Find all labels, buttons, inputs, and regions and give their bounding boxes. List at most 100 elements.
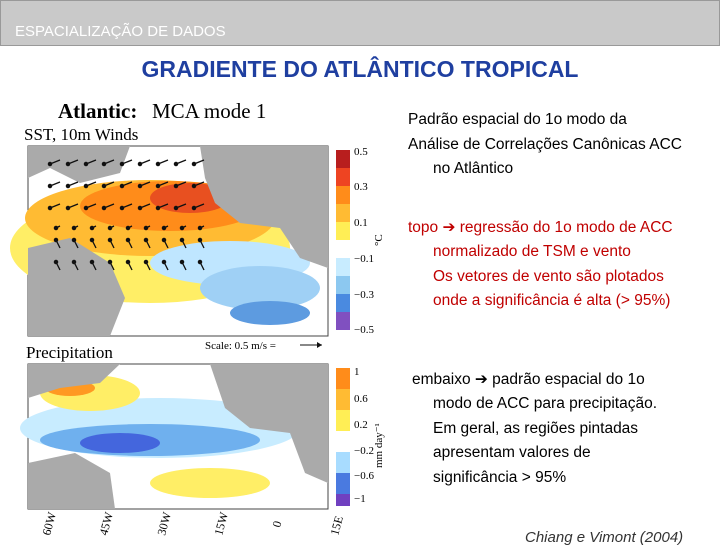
text-line: modo de ACC para precipitação.: [433, 395, 658, 412]
wind-arrow-head: [107, 237, 113, 243]
wind-arrow-head: [137, 183, 143, 189]
wind-arrow-head: [197, 259, 203, 265]
wind-arrow-head: [89, 237, 95, 243]
wind-arrow-head: [101, 205, 107, 211]
wind-arrow-head: [143, 259, 149, 265]
wind-arrow-head: [197, 237, 203, 243]
wind-arrow-head: [47, 161, 53, 167]
wind-arrow-head: [89, 225, 95, 231]
fig-title-bold: Atlantic:: [58, 99, 137, 123]
text-line: Os vetores de vento são plotados: [433, 267, 664, 285]
wind-arrow-head: [119, 183, 125, 189]
wind-arrow-head: [179, 259, 185, 265]
wind-arrow-head: [65, 183, 71, 189]
colorbar-tick: 0.3: [354, 181, 368, 193]
wind-arrow-head: [107, 259, 113, 265]
wind-arrow-head: [83, 183, 89, 189]
text-line: Padrão espacial do 1o modo da: [408, 111, 627, 128]
wind-arrow-head: [71, 237, 77, 243]
wind-arrow-head: [47, 183, 53, 189]
wind-arrow-head: [143, 237, 149, 243]
colorbar-tick: −0.6: [354, 470, 374, 482]
lon-label: 60W: [39, 510, 59, 537]
wind-arrow-head: [155, 205, 161, 211]
wind-arrow-head: [155, 161, 161, 167]
lon-label: 15W: [211, 510, 231, 537]
wind-arrow-head: [83, 161, 89, 167]
top-label: SST, 10m Winds: [24, 125, 138, 144]
wind-arrow-head: [179, 237, 185, 243]
lon-label: 30W: [154, 510, 174, 537]
text-line: Análise de Correlações Canônicas ACC: [408, 135, 682, 153]
bottom-label: Precipitation: [26, 343, 113, 362]
wind-arrow-head: [119, 161, 125, 167]
wind-arrow-head: [143, 225, 149, 231]
colorbar-tick: −0.2: [354, 445, 374, 457]
wind-arrow-head: [179, 225, 185, 231]
section-title: ESPACIALIZAÇÃO DE DADOS: [15, 23, 226, 40]
text-panel: Padrão espacial do 1o modo da Análise de…: [408, 108, 720, 540]
header-bar: ESPACIALIZAÇÃO DE DADOS: [0, 0, 720, 46]
text-line: topo ➔ regressão do 1o modo de ACC: [408, 218, 673, 236]
wind-arrow-head: [161, 225, 167, 231]
wind-arrow-head: [101, 161, 107, 167]
precip-colorbar: [336, 368, 350, 506]
colorbar-tick: 0.1: [354, 217, 368, 229]
colorbar-unit: mm day⁻¹: [373, 423, 385, 468]
sst-map: [10, 145, 329, 337]
figure: Atlantic: MCA mode 1 SST, 10m Winds 0.5 …: [0, 88, 398, 540]
wind-arrow-head: [125, 225, 131, 231]
text-line: normalizado de TSM e vento: [433, 243, 631, 260]
colorbar-tick: −0.5: [354, 324, 374, 336]
wind-arrow-head: [155, 183, 161, 189]
lon-label: 0: [269, 519, 284, 528]
wind-arrow-head: [101, 183, 107, 189]
colorbar-tick: 0.5: [354, 146, 368, 158]
lon-label: 15E: [327, 514, 346, 536]
wind-arrow-head: [71, 225, 77, 231]
slide-title: GRADIENTE DO ATLÂNTICO TROPICAL: [141, 56, 579, 82]
sst-colorbar: [336, 150, 350, 330]
wind-arrow-head: [71, 259, 77, 265]
precip-map: [20, 363, 329, 510]
wind-arrow-head: [89, 259, 95, 265]
colorbar-tick: −0.3: [354, 289, 374, 301]
wind-arrow-head: [119, 205, 125, 211]
wind-arrow-head: [191, 161, 197, 167]
lon-label: 45W: [96, 510, 116, 537]
text-line: significância > 95%: [433, 468, 567, 486]
wind-arrow-head: [137, 161, 143, 167]
colorbar-tick: 0.2: [354, 419, 368, 431]
wind-arrow-head: [53, 259, 59, 265]
wind-arrow-head: [83, 205, 89, 211]
wind-arrow-head: [125, 259, 131, 265]
colorbar-tick: 1: [354, 366, 360, 378]
wind-arrow-head: [161, 259, 167, 265]
wind-arrow-head: [173, 161, 179, 167]
wind-arrow-head: [53, 225, 59, 231]
wind-arrow-head: [197, 225, 203, 231]
wind-arrow-head: [65, 205, 71, 211]
wind-arrow-head: [173, 183, 179, 189]
wind-arrow-head: [191, 205, 197, 211]
colorbar-tick: −0.1: [354, 253, 374, 265]
text-line: onde a significância é alta (> 95%): [433, 292, 671, 309]
colorbar-tick: 0.6: [354, 393, 368, 405]
wind-arrow-head: [173, 205, 179, 211]
wind-arrow-head: [125, 237, 131, 243]
fig-title: MCA mode 1: [152, 99, 266, 123]
wind-scale: Scale: 0.5 m/s =: [205, 340, 276, 352]
text-line: apresentam valores de: [433, 444, 591, 461]
text-line: embaixo ➔ padrão espacial do 1o: [412, 370, 645, 388]
citation: Chiang e Vimont (2004): [525, 529, 684, 546]
wind-arrow-head: [161, 237, 167, 243]
text-line: no Atlântico: [433, 160, 514, 177]
wind-arrow-head: [137, 205, 143, 211]
text-line: Em geral, as regiões pintadas: [433, 419, 639, 437]
colorbar-tick: −1: [354, 493, 366, 505]
wind-arrow-head: [47, 205, 53, 211]
wind-arrow-head: [53, 237, 59, 243]
wind-arrow-head: [107, 225, 113, 231]
wind-arrow-head: [191, 183, 197, 189]
